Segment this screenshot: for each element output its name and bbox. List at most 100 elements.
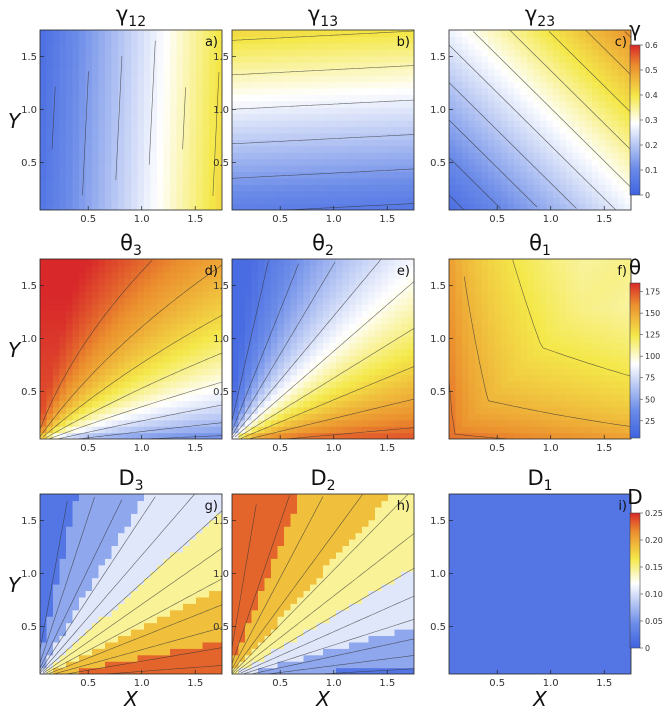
heatmap-cell [316,297,324,305]
heatmap-cell [336,42,344,50]
heatmap-cell [342,94,350,102]
heatmap-cell [53,203,61,210]
heatmap-cell [368,316,376,324]
heatmap-cell [202,413,210,421]
heatmap-cell [462,361,470,369]
heatmap-cell [624,323,631,331]
heatmap-cell [323,81,331,89]
heatmap-cell [449,139,457,147]
heatmap-cell [40,641,48,649]
heatmap-cell [462,316,470,324]
heatmap-cell [481,100,489,108]
heatmap-cell [336,336,344,344]
heatmap-cell [449,107,457,115]
heatmap-cell [189,432,197,439]
heatmap-cell [92,94,100,102]
heatmap-cell [336,126,344,134]
heatmap-cell [533,139,541,147]
heatmap-cell [462,304,470,312]
heatmap-cell [59,184,67,192]
panel-frame [39,29,223,211]
heatmap-cell [189,336,197,344]
heatmap-cell [215,152,222,160]
heatmap-cell [381,259,389,267]
heatmap-cell [124,406,132,414]
heatmap-cell [362,374,370,382]
heatmap-cell [105,336,113,344]
heatmap-cell [394,197,402,205]
heatmap-cell [533,94,541,102]
heatmap-cell [368,75,376,83]
y-tick-label: 0.5 [430,387,446,398]
heatmap-cell [572,94,580,102]
heatmap-cell [137,394,145,402]
heatmap-cell [124,87,132,95]
heatmap-cell [85,426,93,434]
heatmap-cell [585,368,593,376]
heatmap-cell [368,139,376,147]
heatmap-cell [251,145,259,153]
heatmap-cell [303,68,311,76]
heatmap-cell [131,323,139,331]
x-tick-label: 0.5 [489,214,505,225]
heatmap-cell [368,278,376,286]
heatmap-cell [368,329,376,337]
heatmap-cell [349,349,357,357]
heatmap-cell [605,361,613,369]
heatmap-cell [46,100,54,108]
heatmap-cell [455,419,463,427]
heatmap-cell [118,394,126,402]
heatmap-cell [533,291,541,299]
y-tick-label: 1.0 [213,105,229,116]
heatmap-cell [66,297,74,305]
heatmap-cell [189,419,197,427]
heatmap-cell [533,342,541,350]
heatmap-cell [488,62,496,70]
heatmap-cell [488,120,496,128]
heatmap-cell [232,203,240,210]
heatmap-cell [310,394,318,402]
heatmap-cell [53,361,61,369]
heatmap-cell [111,49,119,57]
heatmap-cell [605,323,613,331]
heatmap-cell [375,190,383,198]
heatmap-cell [559,394,567,402]
heatmap-cell [40,203,48,210]
heatmap-cell [66,596,74,604]
heatmap-cell [271,139,279,147]
heatmap-cell [624,355,631,363]
heatmap-cell [407,177,414,185]
heatmap-cell [368,177,376,185]
heatmap-cell [46,387,54,395]
heatmap-cell [323,87,331,95]
heatmap-cell [349,42,357,50]
heatmap-cell [618,400,626,408]
heatmap-cell [131,120,139,128]
heatmap-cell [455,42,463,50]
heatmap-cell [245,432,253,439]
heatmap-cell [520,387,528,395]
heatmap-cell [468,284,476,292]
heatmap-cell [196,126,204,134]
heatmap-cell [494,284,502,292]
heatmap-cell [407,291,414,299]
heatmap-cell [150,100,158,108]
heatmap-cell [553,374,561,382]
heatmap-cell [559,374,567,382]
heatmap-cell [271,406,279,414]
heatmap-cell [481,81,489,89]
heatmap-cell [66,49,74,57]
heatmap-cell [144,87,152,95]
heatmap-cell [381,284,389,292]
heatmap-cell [202,81,210,89]
heatmap-cell [310,284,318,292]
heatmap-cell [488,42,496,50]
heatmap-cell [137,42,145,50]
heatmap-cell [66,349,74,357]
heatmap-cell [514,349,522,357]
heatmap-cell [196,349,204,357]
heatmap-cell [481,394,489,402]
heatmap-cell [238,132,246,140]
heatmap-cell [388,94,396,102]
heatmap-cell [79,336,87,344]
